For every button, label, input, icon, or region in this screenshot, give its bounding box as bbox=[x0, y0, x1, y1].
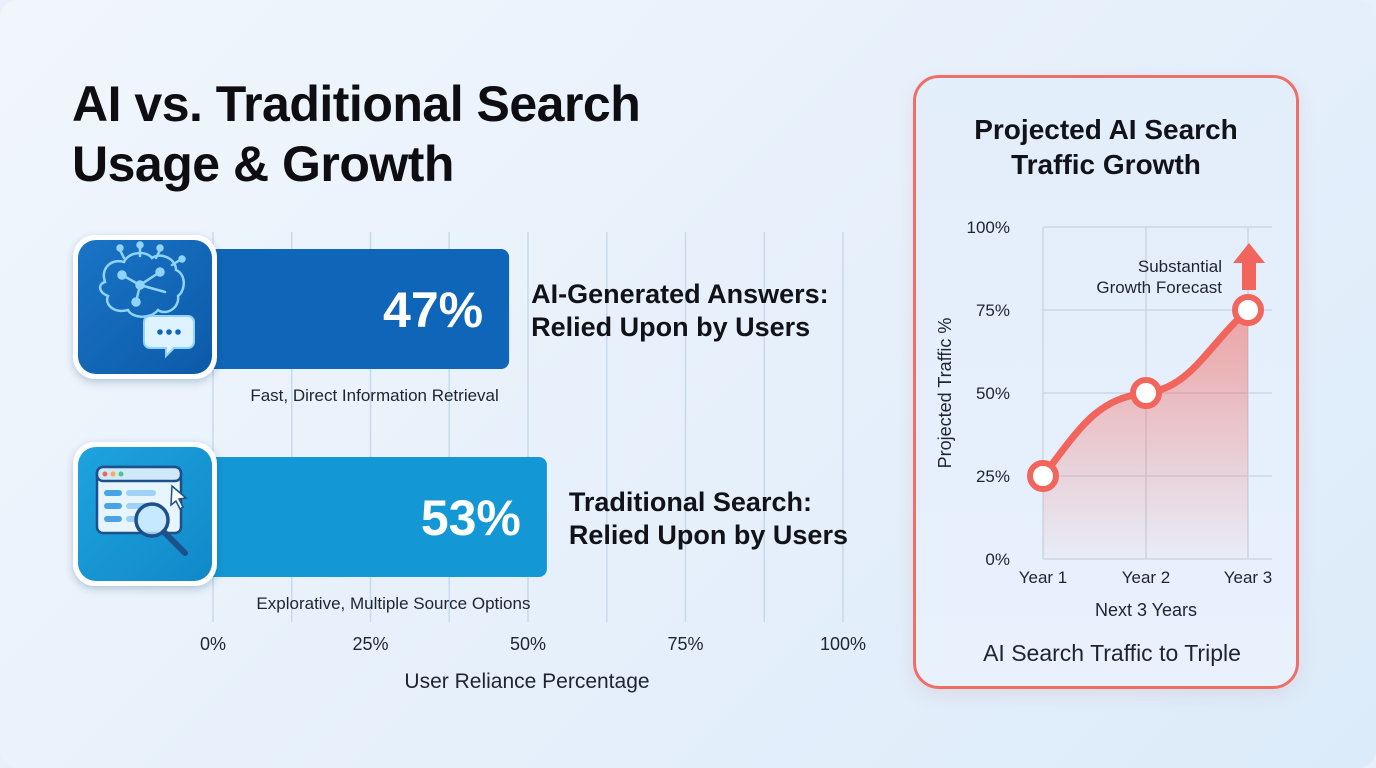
line-points bbox=[1027, 294, 1264, 492]
bar-sublabel: Fast, Direct Information Retrieval bbox=[250, 386, 498, 405]
bar-category-label: Relied Upon by Users bbox=[569, 520, 848, 550]
line-point bbox=[1232, 294, 1264, 326]
line-y-tick-label: 25% bbox=[976, 467, 1010, 486]
bar-x-tick-label: 0% bbox=[200, 634, 226, 654]
bar-x-tick-label: 25% bbox=[352, 634, 388, 654]
page-title: AI vs. Traditional Search Usage & Growth bbox=[72, 74, 641, 194]
bar-x-tick-label: 100% bbox=[820, 634, 866, 654]
arrow-up-icon bbox=[1233, 243, 1265, 290]
bar-value-label: 47% bbox=[383, 282, 483, 338]
ai-bar bbox=[190, 249, 510, 369]
bar-marks: 47% AI-Generated Answers:Relied Upon by U… bbox=[190, 249, 848, 613]
bar-category-label: Relied Upon by Users bbox=[531, 312, 810, 342]
line-point bbox=[1027, 460, 1059, 492]
bar-value-label: 53% bbox=[421, 490, 521, 546]
bar-category-label: Traditional Search: bbox=[569, 487, 812, 517]
title-line-2: Usage & Growth bbox=[72, 136, 454, 192]
ai-icon-tile bbox=[73, 235, 217, 379]
reliance-bar-chart: 47% AI-Generated Answers:Relied Upon by U… bbox=[73, 232, 866, 693]
line-y-tick-label: 75% bbox=[976, 301, 1010, 320]
bar-sublabel: Explorative, Multiple Source Options bbox=[256, 594, 530, 613]
line-point bbox=[1130, 377, 1162, 409]
line-y-axis-title: Projected Traffic % bbox=[935, 318, 955, 469]
line-chart-caption: AI Search Traffic to Triple bbox=[983, 640, 1241, 666]
growth-annotation-2: Growth Forecast bbox=[1096, 278, 1222, 297]
bar-x-axis-title: User Reliance Percentage bbox=[404, 670, 649, 693]
line-y-tick-labels: 0% 25% 50% 75% 100% bbox=[967, 218, 1010, 569]
line-x-tick-labels: Year 1 Year 2 Year 3 bbox=[1019, 568, 1273, 587]
browser-search-icon bbox=[95, 465, 188, 556]
bar-x-tick-label: 50% bbox=[510, 634, 546, 654]
line-x-tick-label: Year 3 bbox=[1224, 568, 1273, 587]
line-x-tick-label: Year 1 bbox=[1019, 568, 1068, 587]
brain-chat-icon bbox=[98, 241, 186, 318]
line-chart-title-2: Traffic Growth bbox=[1011, 149, 1201, 180]
growth-annotation-1: Substantial bbox=[1138, 257, 1222, 276]
line-y-tick-label: 100% bbox=[967, 218, 1010, 237]
line-y-tick-label: 0% bbox=[985, 550, 1010, 569]
bar-x-tick-labels: 0% 25% 50% 75% 100% bbox=[200, 634, 866, 654]
line-area-fill bbox=[1043, 310, 1248, 559]
chat-bubble-icon bbox=[143, 315, 195, 359]
bar-category-label: AI-Generated Answers: bbox=[531, 279, 829, 309]
title-line-1: AI vs. Traditional Search bbox=[72, 76, 641, 132]
traditional-bar bbox=[190, 457, 547, 577]
line-x-tick-label: Year 2 bbox=[1122, 568, 1171, 587]
line-chart-title-1: Projected AI Search bbox=[974, 114, 1238, 145]
traditional-icon-tile bbox=[73, 442, 217, 586]
line-x-axis-title: Next 3 Years bbox=[1095, 600, 1197, 620]
line-y-tick-label: 50% bbox=[976, 384, 1010, 403]
bar-x-tick-label: 75% bbox=[667, 634, 703, 654]
